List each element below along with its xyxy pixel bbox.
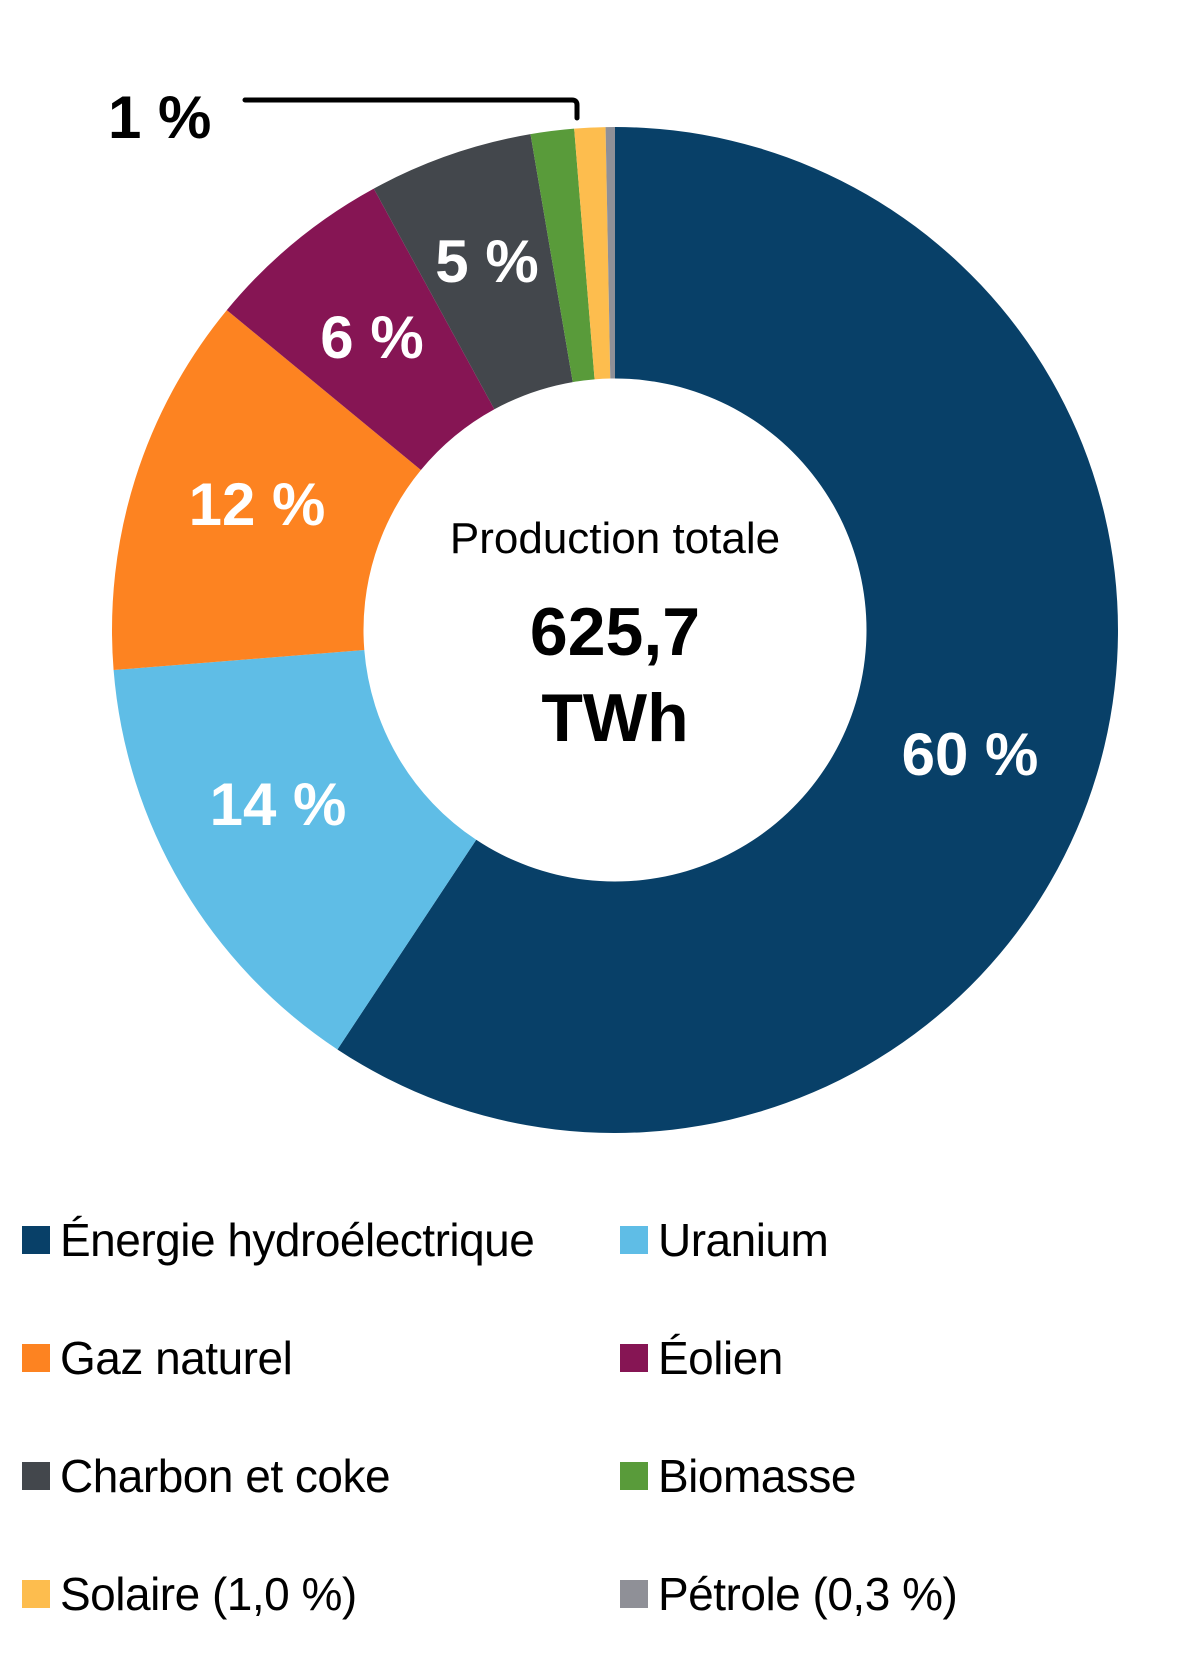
- slice-value-label: 6 %: [320, 304, 424, 371]
- legend-label: Biomasse: [658, 1450, 856, 1502]
- center-title: Production totale: [449, 514, 781, 563]
- legend-swatch-icon: [22, 1226, 50, 1254]
- legend-label: Solaire (1,0 %): [60, 1568, 357, 1620]
- legend-item-charbon: Charbon et coke: [22, 1446, 391, 1506]
- slice-value-label: 5 %: [435, 228, 539, 295]
- center-total-value: 625,7: [529, 594, 701, 670]
- donut-slice-solaire: [574, 127, 611, 380]
- legend-swatch-icon: [620, 1226, 648, 1254]
- legend-item-hydro: Énergie hydroélectrique: [22, 1210, 535, 1270]
- legend-label: Pétrole (0,3 %): [658, 1568, 958, 1620]
- slice-value-label: 12 %: [188, 471, 326, 538]
- donut-chart: [112, 97, 1119, 1133]
- legend-swatch-icon: [22, 1462, 50, 1490]
- legend-label: Charbon et coke: [60, 1450, 391, 1502]
- legend-swatch-icon: [620, 1462, 648, 1490]
- callout-bracket-line: [242, 97, 580, 121]
- donut-slice-charbon-et-coke: [373, 134, 573, 410]
- donut-slice-energie-hydroelectrique: [337, 127, 1119, 1133]
- donut-slice-petrole: [605, 127, 615, 379]
- legend-label: Uranium: [658, 1214, 829, 1266]
- donut-slice-uranium: [113, 650, 477, 1050]
- center-total-unit: TWh: [541, 680, 689, 756]
- legend-item-biomasse: Biomasse: [620, 1446, 856, 1506]
- legend-label: Gaz naturel: [60, 1332, 293, 1384]
- slice-value-label: 60 %: [901, 721, 1039, 788]
- legend-swatch-icon: [620, 1580, 648, 1608]
- legend-item-eolien: Éolien: [620, 1328, 783, 1388]
- legend-item-solaire: Solaire (1,0 %): [22, 1564, 357, 1624]
- slice-value-label: 14 %: [209, 771, 347, 838]
- legend-item-petrole: Pétrole (0,3 %): [620, 1564, 958, 1624]
- legend-label: Énergie hydroélectrique: [60, 1214, 535, 1266]
- donut-slice-biomasse: [530, 128, 595, 383]
- legend-label: Éolien: [658, 1332, 783, 1384]
- legend-item-gaz-naturel: Gaz naturel: [22, 1328, 293, 1388]
- legend-swatch-icon: [620, 1344, 648, 1372]
- donut-slice-eolien: [226, 188, 495, 471]
- donut-slices: [112, 127, 1119, 1133]
- donut-slice-gaz-naturel: [112, 310, 421, 671]
- legend-swatch-icon: [22, 1344, 50, 1372]
- legend-swatch-icon: [22, 1580, 50, 1608]
- callout-label: 1 %: [108, 84, 212, 151]
- legend-item-uranium: Uranium: [620, 1210, 829, 1270]
